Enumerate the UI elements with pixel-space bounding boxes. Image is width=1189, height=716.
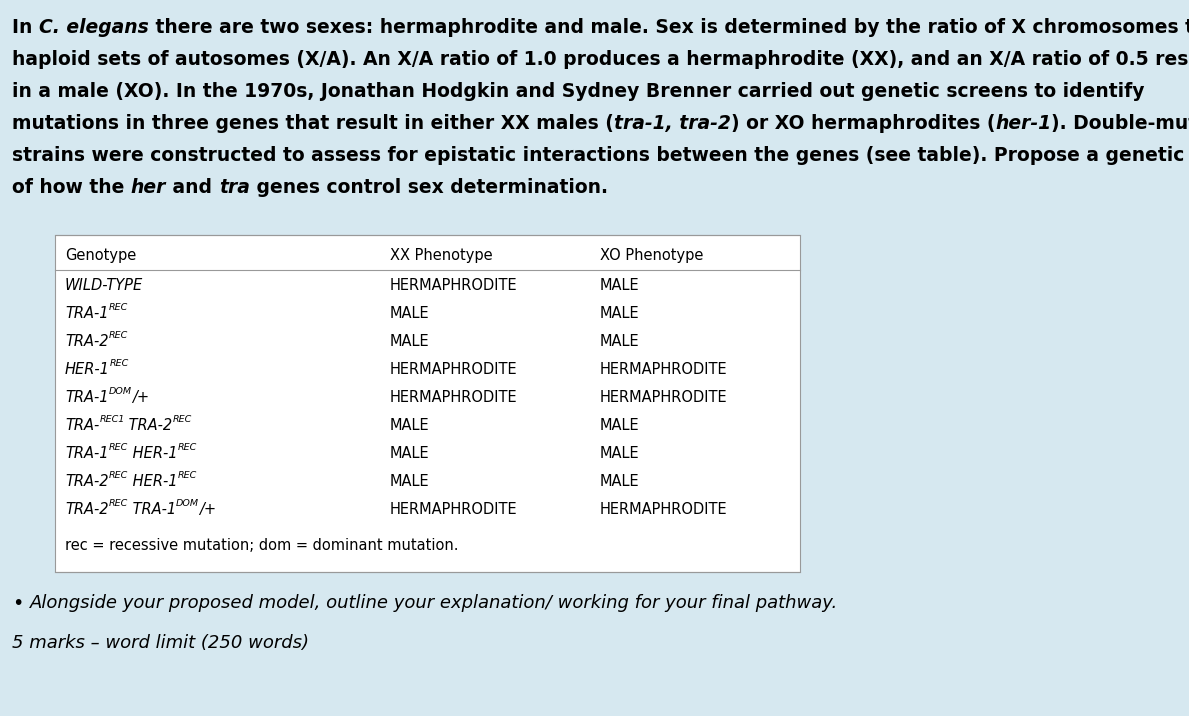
Text: strains were constructed to assess for epistatic interactions between the genes : strains were constructed to assess for e… xyxy=(12,146,1189,165)
Text: REC: REC xyxy=(108,499,127,508)
Text: XO Phenotype: XO Phenotype xyxy=(600,248,704,263)
Text: TRA-: TRA- xyxy=(65,418,99,433)
Text: ) or XO hermaphrodites (: ) or XO hermaphrodites ( xyxy=(731,114,995,133)
Text: In: In xyxy=(12,18,39,37)
Text: REC: REC xyxy=(108,471,127,480)
Text: REC: REC xyxy=(109,359,130,368)
Text: C. elegans: C. elegans xyxy=(39,18,149,37)
Text: HERMAPHRODITE: HERMAPHRODITE xyxy=(600,362,728,377)
Text: TRA-1: TRA-1 xyxy=(65,446,108,461)
Text: HER-1: HER-1 xyxy=(65,362,109,377)
Text: TRA-2: TRA-2 xyxy=(65,474,108,489)
Text: Genotype: Genotype xyxy=(65,248,137,263)
Text: haploid sets of autosomes (X/A). An X/A ratio of 1.0 produces a hermaphrodite (X: haploid sets of autosomes (X/A). An X/A … xyxy=(12,50,1189,69)
Text: XX Phenotype: XX Phenotype xyxy=(390,248,492,263)
Text: HER-1: HER-1 xyxy=(127,446,177,461)
Text: TRA-2: TRA-2 xyxy=(65,334,108,349)
Text: HERMAPHRODITE: HERMAPHRODITE xyxy=(390,278,517,293)
Text: HER-1: HER-1 xyxy=(127,474,177,489)
Text: •: • xyxy=(12,594,24,613)
Bar xyxy=(55,235,800,572)
Text: TRA-1: TRA-1 xyxy=(127,502,176,517)
Text: MALE: MALE xyxy=(600,306,640,321)
Text: TRA-2: TRA-2 xyxy=(65,502,108,517)
Text: 5 marks – word limit (250 words): 5 marks – word limit (250 words) xyxy=(12,634,309,652)
Text: ). Double-mutant: ). Double-mutant xyxy=(1051,114,1189,133)
Text: DOM: DOM xyxy=(176,499,199,508)
Text: /+: /+ xyxy=(132,390,149,405)
Text: MALE: MALE xyxy=(600,446,640,461)
Text: TRA-1: TRA-1 xyxy=(65,306,108,321)
Text: MALE: MALE xyxy=(390,418,429,433)
Text: Alongside your proposed model, outline your explanation/ working for your final : Alongside your proposed model, outline y… xyxy=(30,594,838,612)
Text: HERMAPHRODITE: HERMAPHRODITE xyxy=(600,502,728,517)
Text: MALE: MALE xyxy=(600,418,640,433)
Text: tra: tra xyxy=(219,178,250,197)
Text: MALE: MALE xyxy=(600,334,640,349)
Text: genes control sex determination.: genes control sex determination. xyxy=(250,178,608,197)
Text: REC: REC xyxy=(108,303,127,312)
Text: REC: REC xyxy=(177,471,196,480)
Text: REC: REC xyxy=(177,443,196,452)
Text: tra-1, tra-2: tra-1, tra-2 xyxy=(614,114,731,133)
Text: REC: REC xyxy=(172,415,191,424)
Text: HERMAPHRODITE: HERMAPHRODITE xyxy=(600,390,728,405)
Text: in a male (XO). In the 1970s, Jonathan Hodgkin and Sydney Brenner carried out ge: in a male (XO). In the 1970s, Jonathan H… xyxy=(12,82,1145,101)
Text: REC: REC xyxy=(108,331,127,340)
Text: MALE: MALE xyxy=(390,306,429,321)
Text: MALE: MALE xyxy=(600,474,640,489)
Text: HERMAPHRODITE: HERMAPHRODITE xyxy=(390,390,517,405)
Text: MALE: MALE xyxy=(390,474,429,489)
Text: HERMAPHRODITE: HERMAPHRODITE xyxy=(390,362,517,377)
Text: HERMAPHRODITE: HERMAPHRODITE xyxy=(390,502,517,517)
Text: DOM: DOM xyxy=(108,387,132,396)
Text: her: her xyxy=(131,178,166,197)
Text: rec = recessive mutation; dom = dominant mutation.: rec = recessive mutation; dom = dominant… xyxy=(65,538,459,553)
Text: TRA-2: TRA-2 xyxy=(125,418,172,433)
Text: of how the: of how the xyxy=(12,178,131,197)
Text: MALE: MALE xyxy=(600,278,640,293)
Text: WILD-TYPE: WILD-TYPE xyxy=(65,278,143,293)
Text: MALE: MALE xyxy=(390,334,429,349)
Text: REC1: REC1 xyxy=(99,415,125,424)
Text: and: and xyxy=(166,178,219,197)
Text: MALE: MALE xyxy=(390,446,429,461)
Text: TRA-1: TRA-1 xyxy=(65,390,108,405)
Text: her-1: her-1 xyxy=(995,114,1051,133)
Text: /+: /+ xyxy=(199,502,216,517)
Text: there are two sexes: hermaphrodite and male. Sex is determined by the ratio of X: there are two sexes: hermaphrodite and m… xyxy=(149,18,1189,37)
Text: mutations in three genes that result in either XX males (: mutations in three genes that result in … xyxy=(12,114,614,133)
Text: REC: REC xyxy=(108,443,127,452)
